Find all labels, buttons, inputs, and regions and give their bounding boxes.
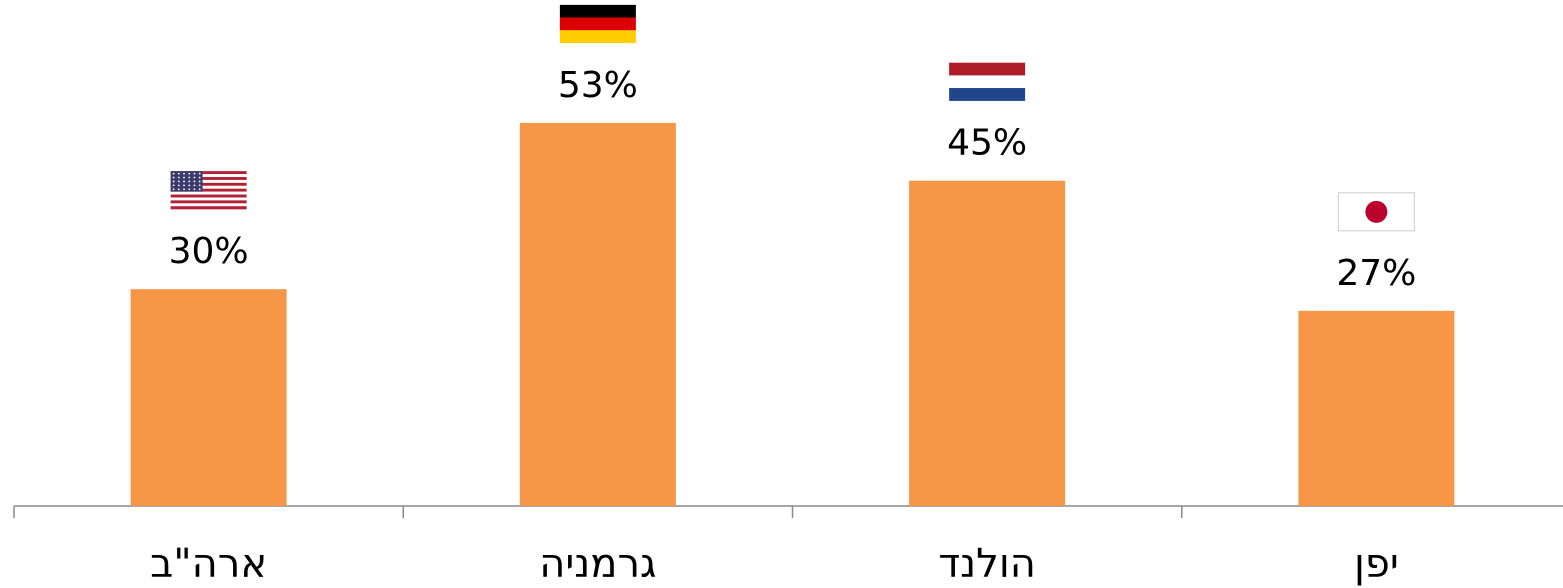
flag-star: [183, 172, 185, 175]
flag-star: [183, 184, 185, 187]
flag-stripe: [170, 171, 247, 175]
flag-star: [172, 172, 175, 175]
value-label: 45%: [947, 123, 1027, 164]
flag-star: [188, 172, 191, 175]
flag-star: [188, 184, 191, 187]
flag-stripe: [170, 191, 247, 195]
flag-canton: [170, 171, 203, 192]
flag-star: [188, 176, 191, 179]
x-tick-label: הולנד: [938, 541, 1036, 587]
flag-star: [193, 184, 196, 187]
flag-stripe: [949, 88, 1026, 101]
flag-star: [172, 180, 175, 183]
flag-stripe: [559, 4, 636, 18]
flag-stripe: [949, 62, 1026, 76]
flag: [1337, 192, 1415, 232]
flag-star: [172, 188, 175, 191]
value-label: 30%: [169, 231, 249, 272]
flag-star: [172, 184, 175, 187]
flag: [949, 62, 1026, 101]
flag-star: [193, 176, 196, 179]
flag-star: [177, 180, 180, 183]
flag-star: [177, 184, 180, 187]
bar: [909, 180, 1066, 506]
flag-stripe: [170, 179, 247, 184]
flag-star: [183, 176, 185, 179]
flag-star: [198, 180, 201, 183]
flag-star: [198, 184, 201, 187]
bar: [1298, 310, 1455, 506]
flag-stripe: [170, 194, 247, 198]
flag-stripe: [170, 188, 247, 192]
flag-stripe: [170, 203, 247, 207]
flag: [170, 171, 247, 210]
flag-star: [183, 188, 185, 191]
flag-star: [177, 188, 180, 191]
flag: [559, 4, 636, 44]
flag-star: [183, 180, 185, 183]
x-tick-label: ארה"ב: [150, 541, 267, 587]
flag-star: [198, 188, 201, 191]
flag-stripe: [170, 200, 247, 204]
flag-stripe: [170, 197, 247, 201]
flag-stripe: [559, 17, 636, 31]
bar: [519, 122, 676, 506]
flag-star: [172, 176, 175, 179]
value-label: 53%: [558, 65, 638, 106]
flag-star: [188, 180, 191, 183]
flag-star: [193, 172, 196, 175]
flag-star: [177, 176, 180, 179]
flag-stripe: [170, 182, 247, 186]
flag-stripe: [170, 176, 247, 181]
flag-stripe: [559, 30, 636, 44]
x-tick-label: יפן: [1354, 541, 1399, 587]
bar: [130, 289, 287, 506]
flag-star: [198, 172, 201, 175]
flag-disc: [1365, 200, 1388, 223]
x-tick-label: גרמניה: [539, 541, 656, 587]
flag-star: [198, 176, 201, 179]
flag-star: [188, 188, 191, 191]
flag-star: [193, 188, 196, 191]
flag-stripe: [949, 75, 1026, 89]
flag-stripe: [170, 185, 247, 189]
flag-star: [177, 172, 180, 175]
value-label: 27%: [1336, 253, 1416, 294]
flag-star: [193, 180, 196, 183]
flag-stripe: [170, 174, 247, 178]
flag-stripe: [170, 206, 247, 210]
